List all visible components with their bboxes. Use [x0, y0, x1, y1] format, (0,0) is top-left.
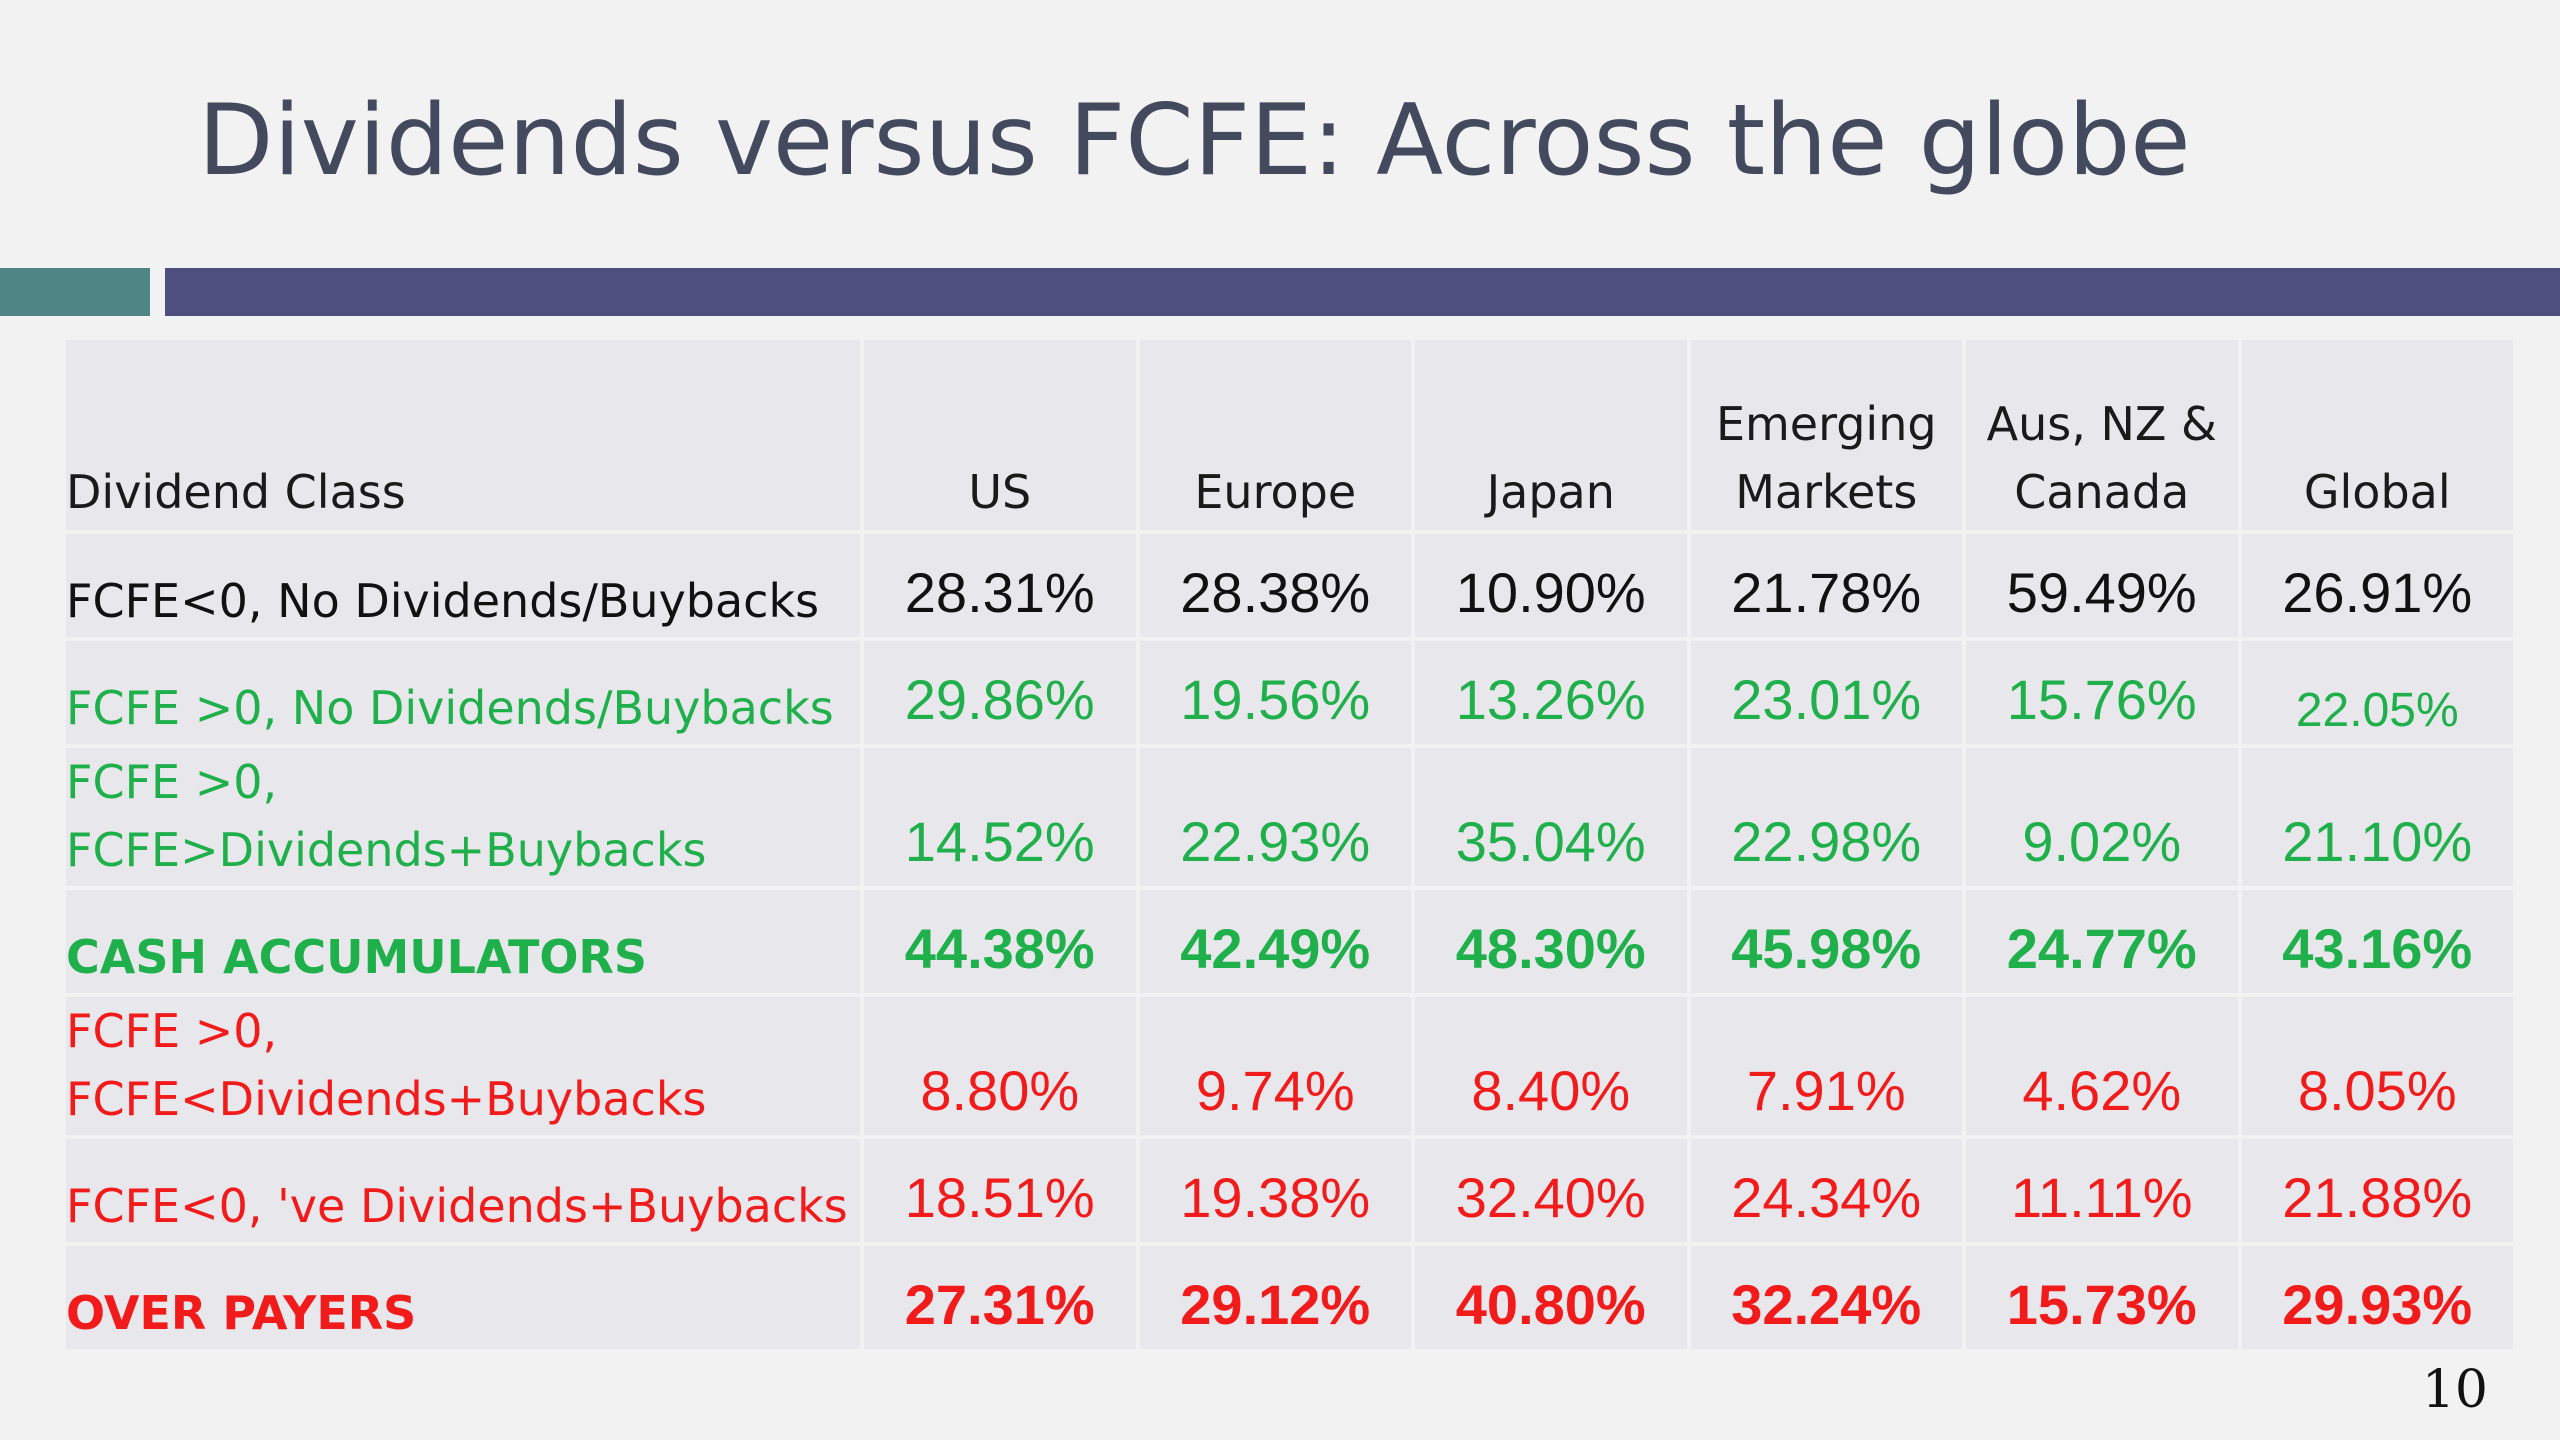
table-header-row: Dividend Class US Europe Japan Emerging …	[66, 340, 2513, 530]
cell-us: 14.52%	[864, 748, 1136, 886]
cell-europe: 42.49%	[1139, 890, 1411, 993]
cell-emerging-markets: 24.34%	[1690, 1139, 1962, 1242]
header-line: US	[968, 465, 1032, 519]
cell-us: 28.31%	[864, 534, 1136, 637]
cell-japan: 48.30%	[1415, 890, 1687, 993]
cell-aus-nz-canada: 59.49%	[1966, 534, 2238, 637]
table-row-fcfe-below-payout: FCFE >0, FCFE<Dividends+Buybacks 8.80% 9.74…	[66, 997, 2513, 1135]
row-label-line: FCFE<0, No Dividends/Buybacks	[66, 574, 820, 628]
row-label: FCFE >0, No Dividends/Buybacks	[66, 641, 860, 744]
cell-japan: 10.90%	[1415, 534, 1687, 637]
cell-emerging-markets: 45.98%	[1690, 890, 1962, 993]
row-label-line: FCFE >0,	[66, 755, 278, 809]
header-line: Japan	[1486, 465, 1615, 519]
header-line: Emerging	[1715, 397, 1937, 451]
header-line: Europe	[1194, 465, 1357, 519]
title-accent-bar-teal	[0, 268, 150, 316]
cell-japan: 8.40%	[1415, 997, 1687, 1135]
row-label: FCFE<0, 've Dividends+Buybacks	[66, 1139, 860, 1242]
slide-title: Dividends versus FCFE: Across the globe	[198, 84, 2191, 198]
dividend-table-container: Dividend Class US Europe Japan Emerging …	[62, 336, 2517, 1353]
cell-europe: 19.56%	[1139, 641, 1411, 744]
cell-aus-nz-canada: 15.76%	[1966, 641, 2238, 744]
title-accent-bar-purple	[165, 268, 2560, 316]
row-label-line: CASH ACCUMULATORS	[66, 930, 647, 984]
header-global: Global	[2241, 340, 2513, 530]
cell-global: 21.10%	[2241, 748, 2513, 886]
cell-europe: 19.38%	[1139, 1139, 1411, 1242]
cell-aus-nz-canada: 15.73%	[1966, 1246, 2238, 1349]
header-dividend-class: Dividend Class	[66, 340, 860, 530]
table-body: FCFE<0, No Dividends/Buybacks 28.31% 28.38…	[66, 534, 2513, 1349]
cell-japan: 13.26%	[1415, 641, 1687, 744]
table-row-fcfe-negative-payout: FCFE<0, 've Dividends+Buybacks 18.51% 19.3…	[66, 1139, 2513, 1242]
row-label: FCFE >0, FCFE>Dividends+Buybacks	[66, 748, 860, 886]
cell-us: 44.38%	[864, 890, 1136, 993]
table-row-fcfe-positive-no-payout: FCFE >0, No Dividends/Buybacks 29.86% 19.5…	[66, 641, 2513, 744]
header-aus-nz-canada: Aus, NZ & Canada	[1966, 340, 2238, 530]
cell-global: 43.16%	[2241, 890, 2513, 993]
header-europe: Europe	[1139, 340, 1411, 530]
cell-global: 26.91%	[2241, 534, 2513, 637]
cell-aus-nz-canada: 11.11%	[1966, 1139, 2238, 1242]
header-line: Global	[2303, 465, 2451, 519]
cell-aus-nz-canada: 24.77%	[1966, 890, 2238, 993]
header-line: Dividend Class	[66, 465, 406, 519]
cell-europe: 29.12%	[1139, 1246, 1411, 1349]
row-label-line: FCFE<Dividends+Buybacks	[66, 1072, 707, 1126]
row-label-line: FCFE >0, No Dividends/Buybacks	[66, 681, 834, 735]
table-row-over-payers: OVER PAYERS 27.31% 29.12% 40.80% 32.24% 15.73…	[66, 1246, 2513, 1349]
cell-emerging-markets: 32.24%	[1690, 1246, 1962, 1349]
row-label-line: FCFE >0,	[66, 1004, 278, 1058]
header-japan: Japan	[1415, 340, 1687, 530]
cell-japan: 40.80%	[1415, 1246, 1687, 1349]
cell-global: 8.05%	[2241, 997, 2513, 1135]
cell-aus-nz-canada: 4.62%	[1966, 997, 2238, 1135]
dividend-class-table: Dividend Class US Europe Japan Emerging …	[62, 336, 2517, 1353]
page-number: 10	[2421, 1360, 2488, 1420]
cell-us: 8.80%	[864, 997, 1136, 1135]
row-label: FCFE >0, FCFE<Dividends+Buybacks	[66, 997, 860, 1135]
cell-europe: 22.93%	[1139, 748, 1411, 886]
table-row-cash-accumulators: CASH ACCUMULATORS 44.38% 42.49% 48.30% 45.98…	[66, 890, 2513, 993]
cell-global: 22.05%	[2241, 641, 2513, 744]
row-label-line: OVER PAYERS	[66, 1286, 417, 1340]
header-us: US	[864, 340, 1136, 530]
cell-japan: 32.40%	[1415, 1139, 1687, 1242]
cell-us: 27.31%	[864, 1246, 1136, 1349]
table-row-fcfe-negative-no-payout: FCFE<0, No Dividends/Buybacks 28.31% 28.38…	[66, 534, 2513, 637]
row-label-line: FCFE>Dividends+Buybacks	[66, 823, 707, 877]
table-row-fcfe-exceeds-payout: FCFE >0, FCFE>Dividends+Buybacks 14.52% 22.…	[66, 748, 2513, 886]
header-line: Aus, NZ &	[1986, 397, 2217, 451]
cell-emerging-markets: 23.01%	[1690, 641, 1962, 744]
cell-aus-nz-canada: 9.02%	[1966, 748, 2238, 886]
cell-europe: 9.74%	[1139, 997, 1411, 1135]
header-line: Markets	[1735, 465, 1918, 519]
header-emerging-markets: Emerging Markets	[1690, 340, 1962, 530]
cell-global: 29.93%	[2241, 1246, 2513, 1349]
row-label: FCFE<0, No Dividends/Buybacks	[66, 534, 860, 637]
cell-japan: 35.04%	[1415, 748, 1687, 886]
cell-europe: 28.38%	[1139, 534, 1411, 637]
cell-us: 18.51%	[864, 1139, 1136, 1242]
row-label-line: FCFE<0, 've Dividends+Buybacks	[66, 1179, 848, 1233]
cell-global: 21.88%	[2241, 1139, 2513, 1242]
header-line: Canada	[2014, 465, 2190, 519]
cell-emerging-markets: 22.98%	[1690, 748, 1962, 886]
row-label: CASH ACCUMULATORS	[66, 890, 860, 993]
row-label: OVER PAYERS	[66, 1246, 860, 1349]
cell-emerging-markets: 7.91%	[1690, 997, 1962, 1135]
cell-emerging-markets: 21.78%	[1690, 534, 1962, 637]
cell-us: 29.86%	[864, 641, 1136, 744]
